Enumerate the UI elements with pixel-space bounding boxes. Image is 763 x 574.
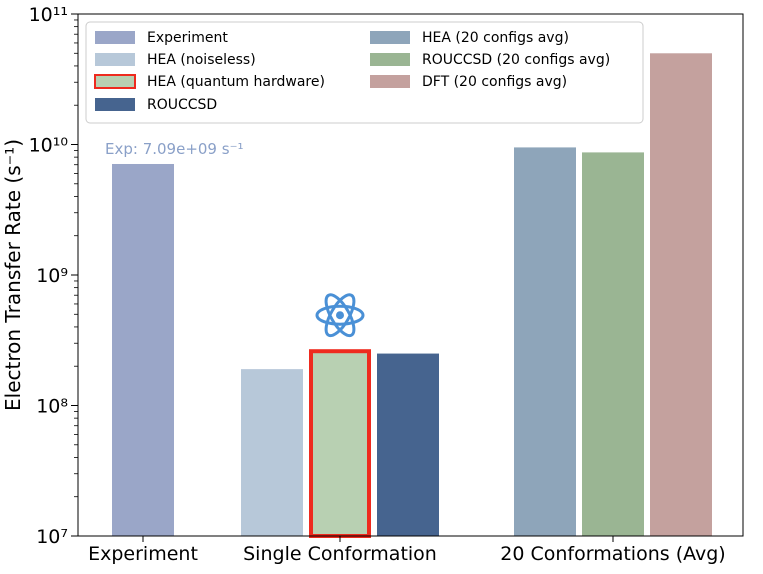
legend-box: [85, 21, 644, 124]
experiment-value-annotation: Exp: 7.09e+09 s⁻¹: [105, 140, 244, 158]
bar-hea-noiseless: [241, 369, 303, 536]
bar-experiment: [112, 163, 174, 536]
legend-label: DFT (20 configs avg): [422, 74, 567, 90]
legend-item: Experiment: [95, 30, 228, 46]
x-tick-label: 20 Conformations (Avg): [500, 543, 725, 565]
y-axis: 10⁷ 10⁸ 10⁹ 10¹⁰ 10¹¹: [29, 4, 78, 548]
x-tick-label: Experiment: [88, 543, 198, 565]
legend-label: ROUCCSD: [147, 97, 217, 113]
legend: Experiment HEA (noiseless) HEA (quantum ha…: [85, 21, 644, 124]
legend-item: DFT (20 configs avg): [370, 74, 567, 90]
legend-swatch: [94, 74, 136, 89]
legend-item: HEA (quantum hardware): [94, 74, 325, 90]
y-tick-label: 10¹⁰: [29, 135, 68, 157]
legend-item: ROUCCSD: [95, 97, 217, 113]
x-axis: Experiment Single Conformation 20 Conforma…: [88, 536, 726, 565]
bar-hea-20-configs-avg: [514, 147, 576, 536]
annotations-layer: Exp: 7.09e+09 s⁻¹: [105, 140, 244, 158]
y-tick-label: 10⁷: [36, 526, 68, 548]
legend-label: HEA (20 configs avg): [422, 30, 569, 46]
legend-swatch: [95, 98, 135, 111]
legend-item: ROUCCSD (20 configs avg): [370, 52, 610, 68]
legend-swatch: [370, 53, 410, 66]
bar-rouccsd: [377, 353, 439, 536]
legend-swatch: [370, 75, 410, 88]
legend-swatch: [95, 53, 135, 66]
legend-label: ROUCCSD (20 configs avg): [422, 52, 610, 68]
legend-label: HEA (noiseless): [147, 52, 256, 68]
atom-icon: [315, 293, 365, 338]
bar-rouccsd-20-configs-avg: [582, 152, 644, 536]
legend-swatch: [370, 31, 410, 44]
y-tick-label: 10⁹: [36, 265, 68, 287]
legend-item: HEA (20 configs avg): [370, 30, 569, 46]
bars-layer: [112, 53, 712, 538]
legend-item: HEA (noiseless): [95, 52, 256, 68]
legend-label: Experiment: [147, 30, 228, 46]
y-tick-label: 10⁸: [36, 396, 68, 418]
x-tick-label: Single Conformation: [243, 543, 437, 565]
y-tick-label: 10¹¹: [29, 4, 68, 26]
legend-swatch: [95, 31, 135, 44]
bar-dft-20-configs-avg: [650, 53, 712, 536]
legend-label: HEA (quantum hardware): [147, 74, 325, 90]
icons-layer: [315, 293, 365, 338]
y-axis-label: Electron Transfer Rate (s⁻¹): [1, 139, 25, 411]
bar-hea-quantum-hardware: [309, 349, 371, 538]
